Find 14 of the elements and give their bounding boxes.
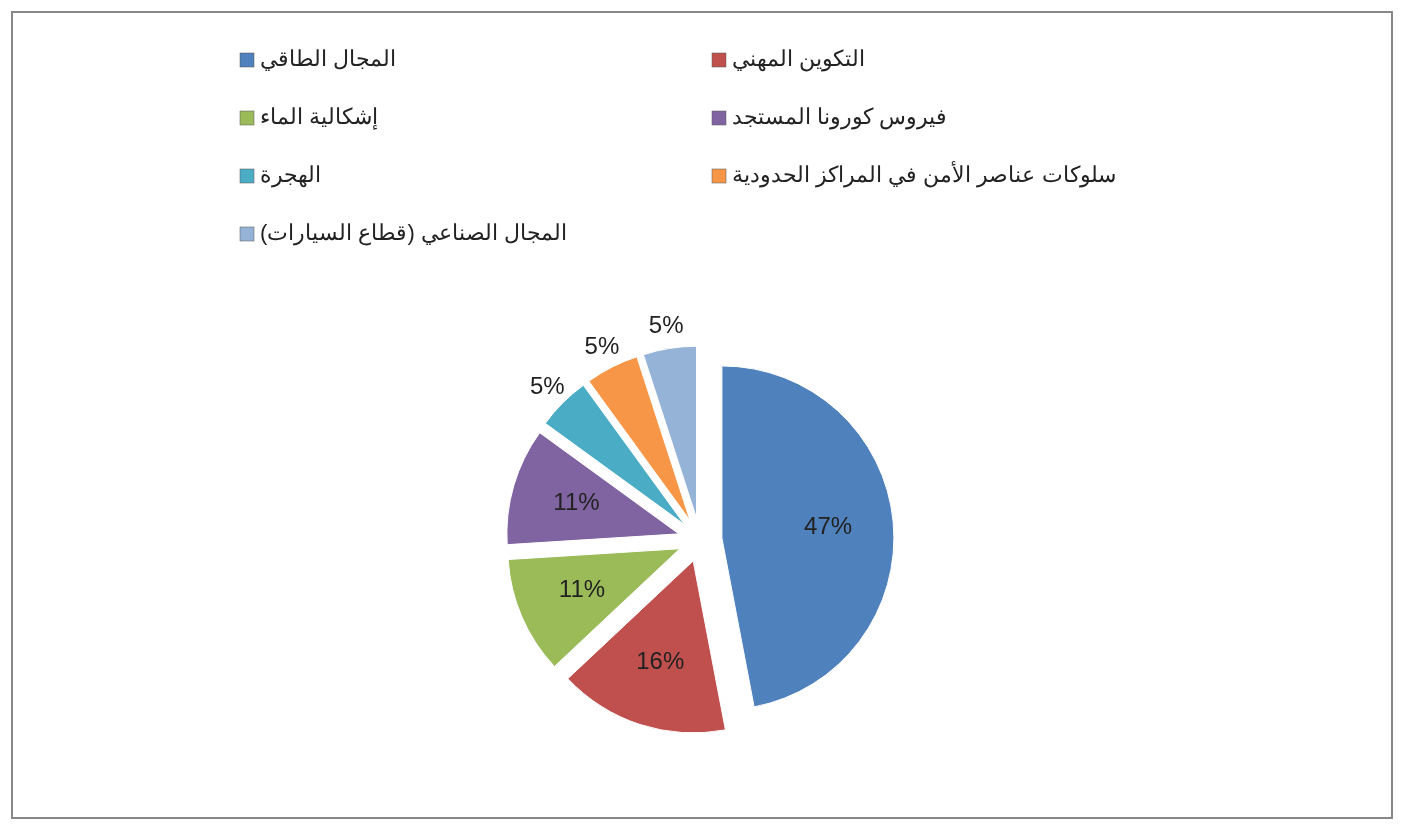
legend-label: سلوكات عناصر الأمن في المراكز الحدودية (732, 159, 1116, 188)
data-label: 47% (804, 512, 853, 540)
data-label: 5% (584, 331, 620, 359)
data-label: 5% (529, 371, 565, 399)
data-label: 11% (553, 488, 600, 516)
legend-label: فيروس كورونا المستجد (732, 103, 948, 130)
legend-label: التكوين المهني (732, 45, 866, 72)
data-label: 5% (648, 311, 684, 338)
legend-label: إشكالية الماء (260, 103, 379, 130)
legend-label: الهجرة (260, 161, 321, 188)
data-label: 11% (558, 575, 606, 603)
legend-label: المجال الصناعي (قطاع السيارات) (260, 219, 567, 246)
legend-label: المجال الطاقي (260, 45, 397, 71)
data-label: 16% (636, 646, 685, 674)
